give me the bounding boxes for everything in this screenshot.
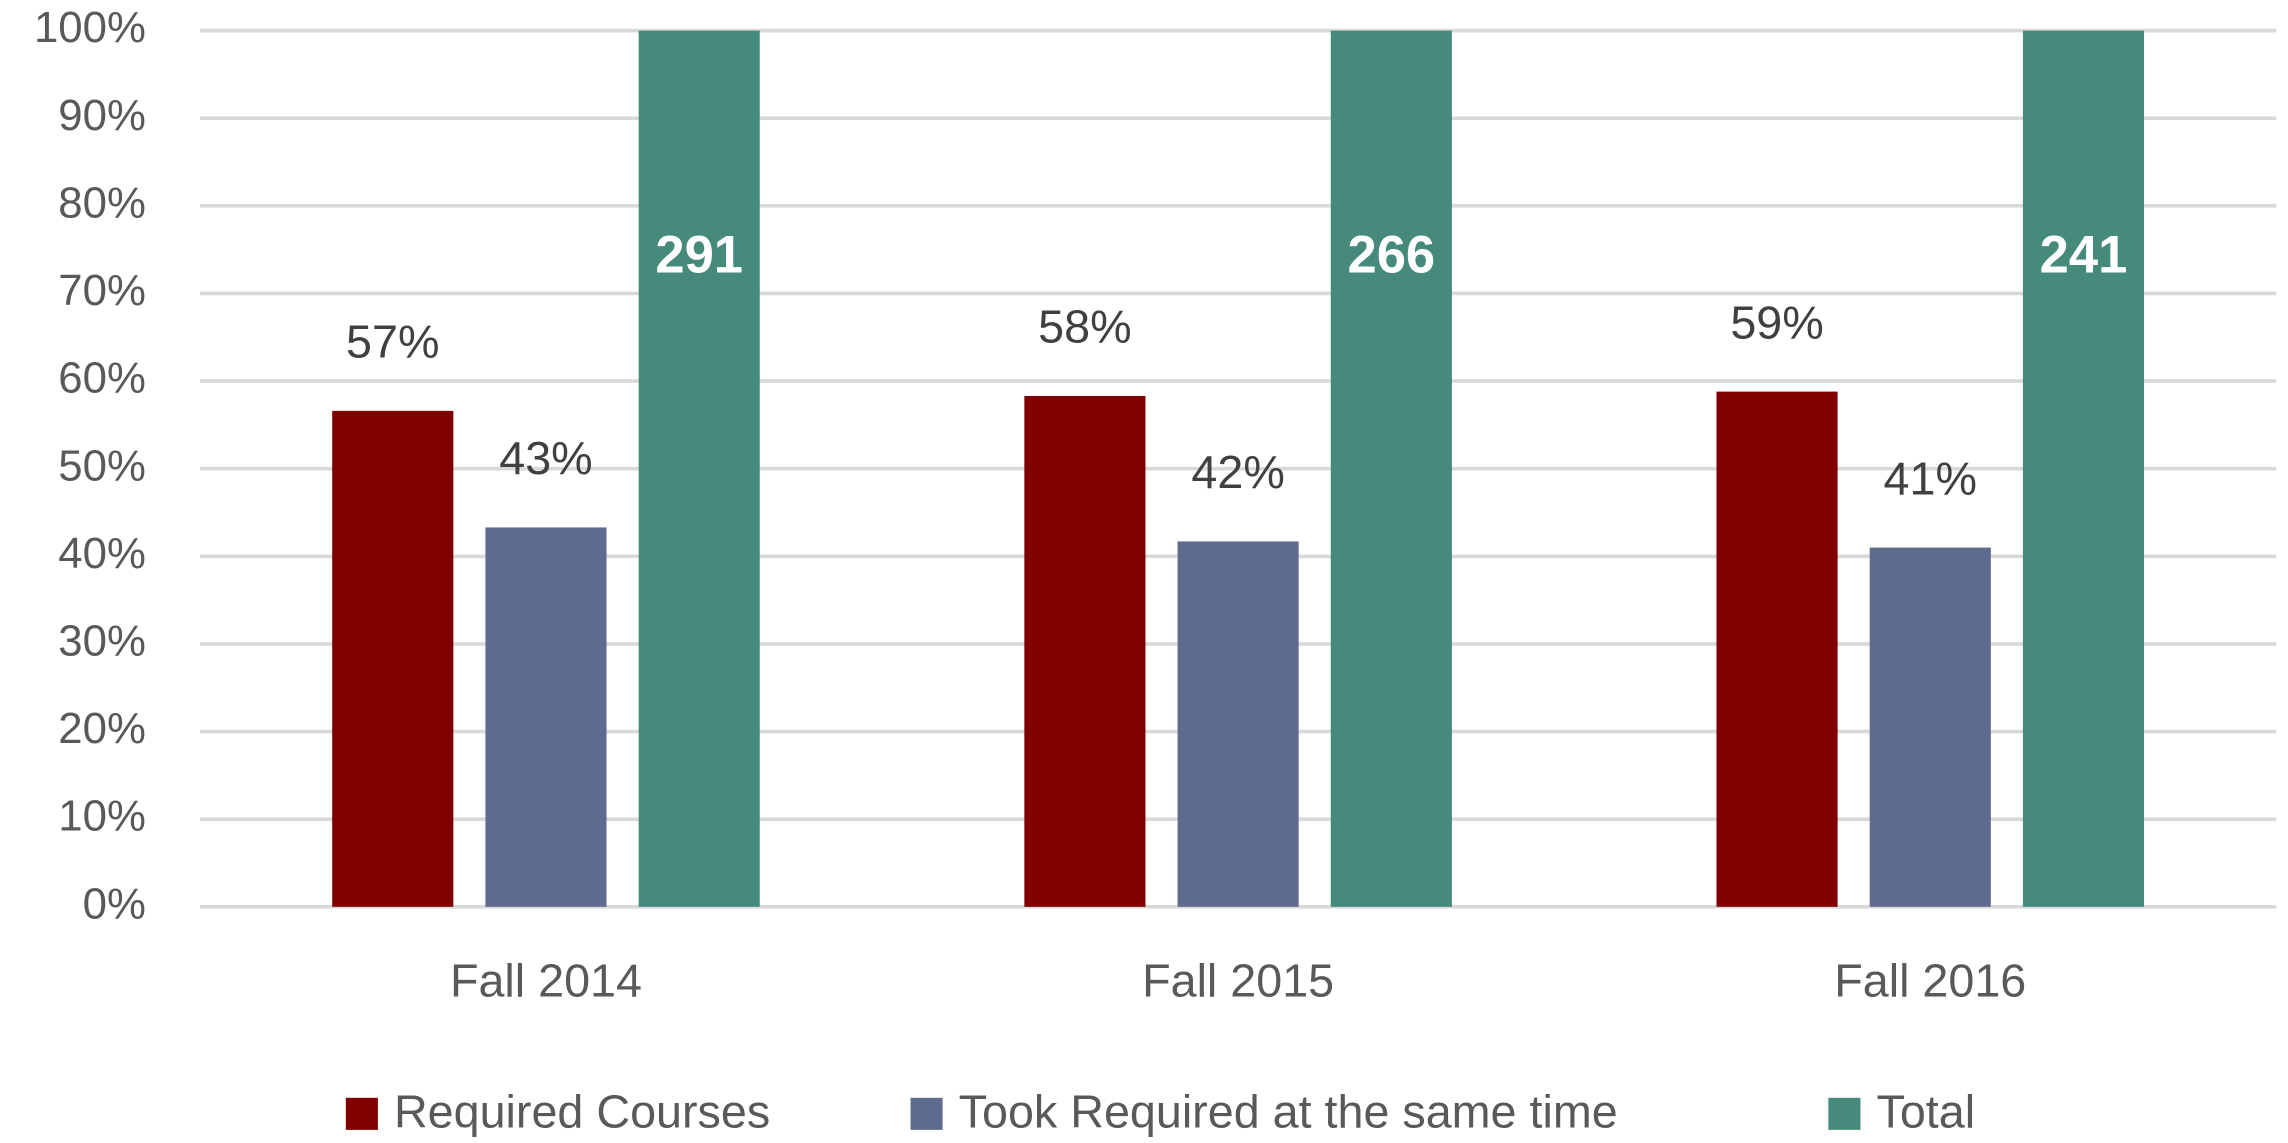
y-tick-label: 100% [34,3,146,52]
data-label: 42% [1191,446,1284,498]
bar [638,30,760,907]
y-tick-label: 40% [58,529,146,578]
legend-label: Took Required at the same time [959,1086,1618,1138]
bar [485,527,607,907]
y-tick-label: 30% [58,617,146,666]
bar [332,410,454,907]
x-tick-label: Fall 2016 [1834,954,2026,1006]
bar [1024,395,1146,907]
data-label: 43% [499,432,592,484]
bar [1177,541,1299,907]
legend-label: Required Courses [394,1086,770,1138]
legend-swatch [910,1097,943,1130]
bar [1330,30,1452,907]
y-tick-label: 90% [58,91,146,140]
y-tick-label: 60% [58,354,146,403]
bar [1869,547,1991,907]
legend-swatch [1828,1097,1861,1130]
data-label: 57% [346,316,439,368]
y-tick-label: 20% [58,704,146,753]
data-label: 241 [2040,225,2128,284]
data-label: 291 [655,225,743,284]
legend-swatch [345,1097,378,1130]
bar [2022,30,2145,907]
x-tick-label: Fall 2014 [450,954,642,1006]
bar [1716,391,1838,907]
y-tick-label: 50% [58,441,146,490]
data-label: 266 [1348,225,1436,284]
legend-label: Total [1877,1086,1976,1138]
y-tick-label: 10% [58,792,146,841]
y-tick-label: 0% [83,879,146,928]
y-tick-label: 80% [58,178,146,227]
data-label: 59% [1730,296,1823,348]
data-label: 41% [1884,452,1977,504]
x-tick-label: Fall 2015 [1142,954,1334,1006]
y-tick-label: 70% [58,266,146,315]
data-label: 58% [1038,301,1131,353]
